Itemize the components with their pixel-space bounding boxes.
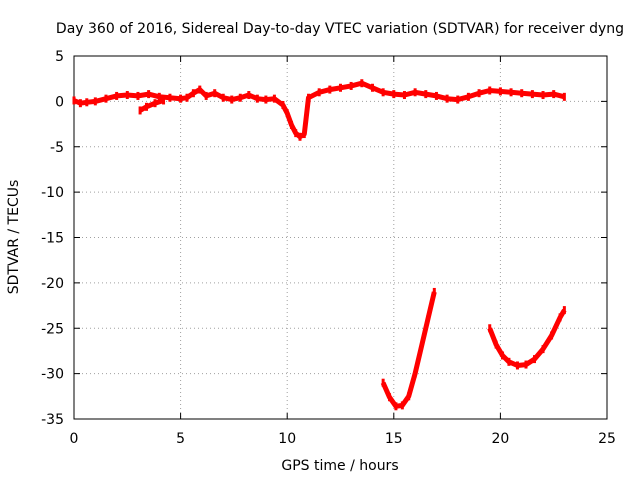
- y-tick-label: 0: [55, 94, 64, 110]
- y-tick-label: -25: [41, 321, 64, 337]
- ticks: 0 5 10 15 20 25 5 0 -5 -10 -15 -20 -25 -30 -35: [41, 49, 616, 447]
- series-layer: [72, 79, 567, 411]
- x-tick-label: 15: [385, 431, 403, 447]
- x-tick-label: 10: [278, 431, 296, 447]
- y-tick-label: -35: [41, 412, 64, 428]
- y-tick-label: -5: [50, 140, 64, 156]
- x-tick-label: 5: [176, 431, 185, 447]
- series-dip: [138, 98, 165, 113]
- y-tick-label: -30: [41, 367, 64, 383]
- y-tick-label: -20: [41, 276, 64, 292]
- y-tick-label: -15: [41, 231, 64, 247]
- chart-title: Day 360 of 2016, Sidereal Day-to-day VTE…: [56, 21, 624, 37]
- grid: [74, 56, 607, 419]
- series-arc-1: [380, 291, 437, 409]
- x-tick-label: 0: [70, 431, 79, 447]
- x-tick-label: 25: [598, 431, 616, 447]
- x-tick-label: 20: [491, 431, 509, 447]
- y-axis-label: SDTVAR / TECUs: [6, 180, 22, 295]
- y-tick-label: -10: [41, 185, 64, 201]
- series-arc-2: [487, 308, 567, 368]
- x-axis-label: GPS time / hours: [281, 458, 398, 474]
- y-tick-label: 5: [55, 49, 64, 65]
